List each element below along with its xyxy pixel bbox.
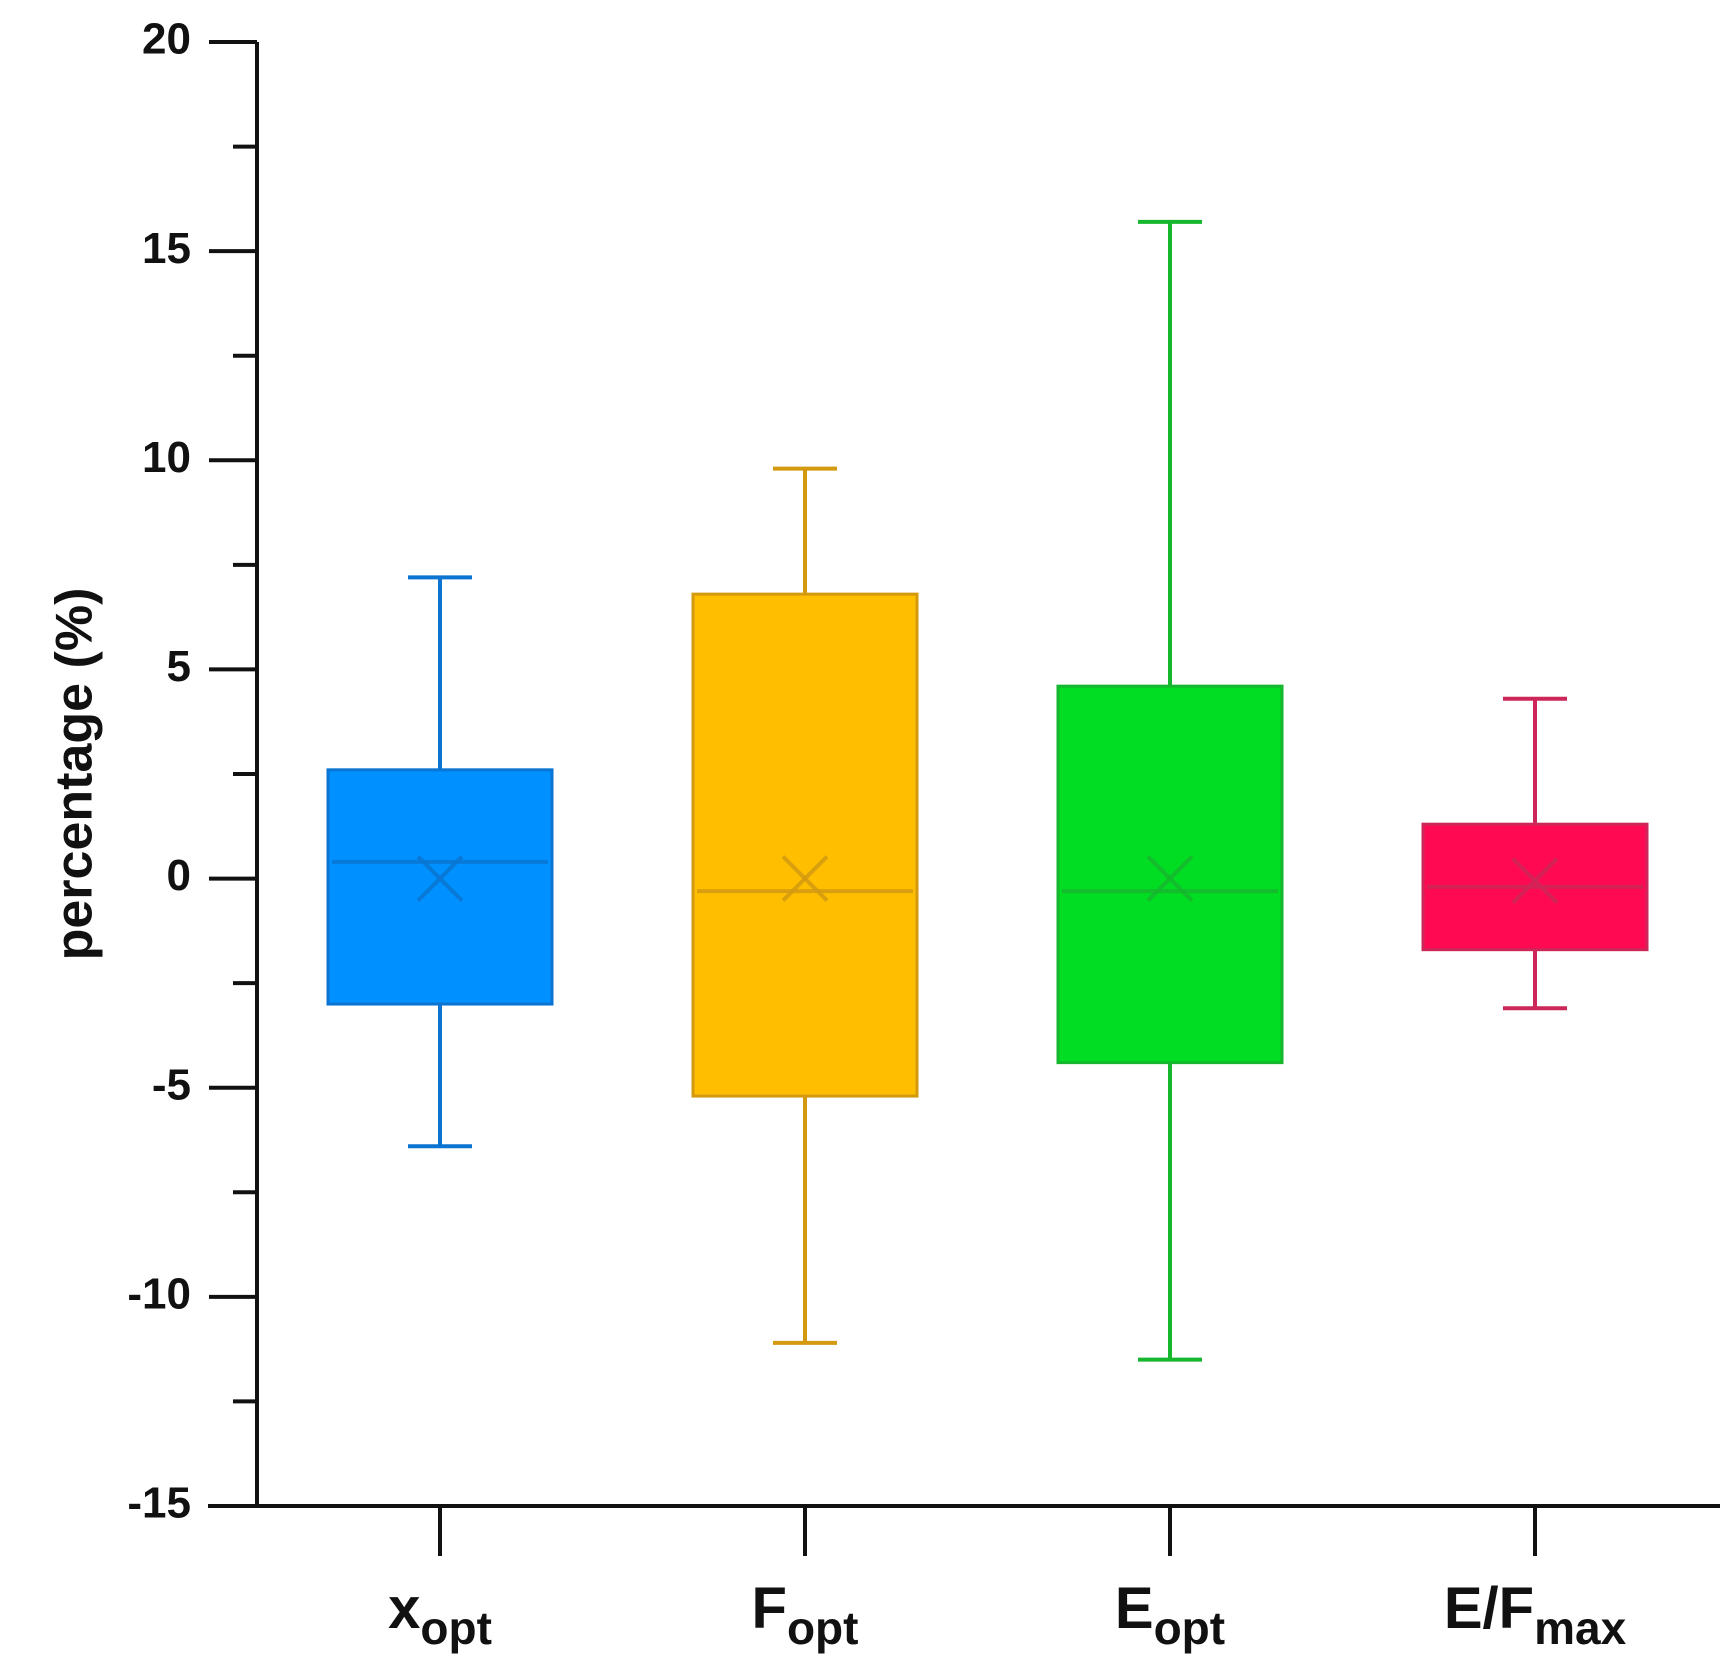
x-tick-label: E/Fmax xyxy=(1444,1576,1627,1654)
x-tick-label: Eopt xyxy=(1115,1576,1225,1654)
box-2 xyxy=(691,466,919,1345)
x-tick-label-subscript: opt xyxy=(1154,1602,1226,1654)
y-axis-ticks: 20 15 10 5 0 -5 -10 -15 xyxy=(127,15,257,1528)
y-tick-label: -15 xyxy=(127,1479,191,1528)
box-4 xyxy=(1421,696,1649,1011)
mean-marker xyxy=(1511,857,1559,905)
y-tick-label: 0 xyxy=(167,851,191,900)
x-tick-label-subscript: opt xyxy=(420,1602,492,1654)
x-axis-ticks: xopt Fopt Eopt E/Fmax xyxy=(388,1506,1627,1654)
x-tick-label-subscript: max xyxy=(1534,1602,1626,1654)
y-tick-label: 15 xyxy=(142,224,191,273)
y-tick-label: 20 xyxy=(142,15,191,64)
interquartile-box xyxy=(691,592,919,1098)
y-tick-label: 10 xyxy=(142,433,191,482)
x-tick-label-main: E/F xyxy=(1444,1576,1534,1641)
y-tick-label: -10 xyxy=(127,1269,191,1318)
mean-marker xyxy=(416,855,464,902)
y-tick-label: -5 xyxy=(152,1060,191,1109)
box-1 xyxy=(326,575,554,1149)
plot-marks xyxy=(326,219,1649,1362)
x-tick-label: xopt xyxy=(388,1576,492,1654)
box-3 xyxy=(1056,219,1284,1362)
mean-marker xyxy=(1146,855,1194,902)
x-tick-label-main: E xyxy=(1115,1576,1154,1641)
interquartile-box xyxy=(326,768,554,1006)
y-tick-label: 5 xyxy=(167,642,191,691)
x-tick-label-subscript: opt xyxy=(787,1602,859,1654)
x-tick-label-main: F xyxy=(752,1576,787,1641)
mean-marker xyxy=(781,855,829,902)
y-axis-label: percentage (%) xyxy=(46,588,104,961)
x-tick-label: Fopt xyxy=(752,1576,859,1654)
x-tick-label-main: x xyxy=(388,1576,420,1641)
interquartile-box xyxy=(1056,684,1284,1065)
